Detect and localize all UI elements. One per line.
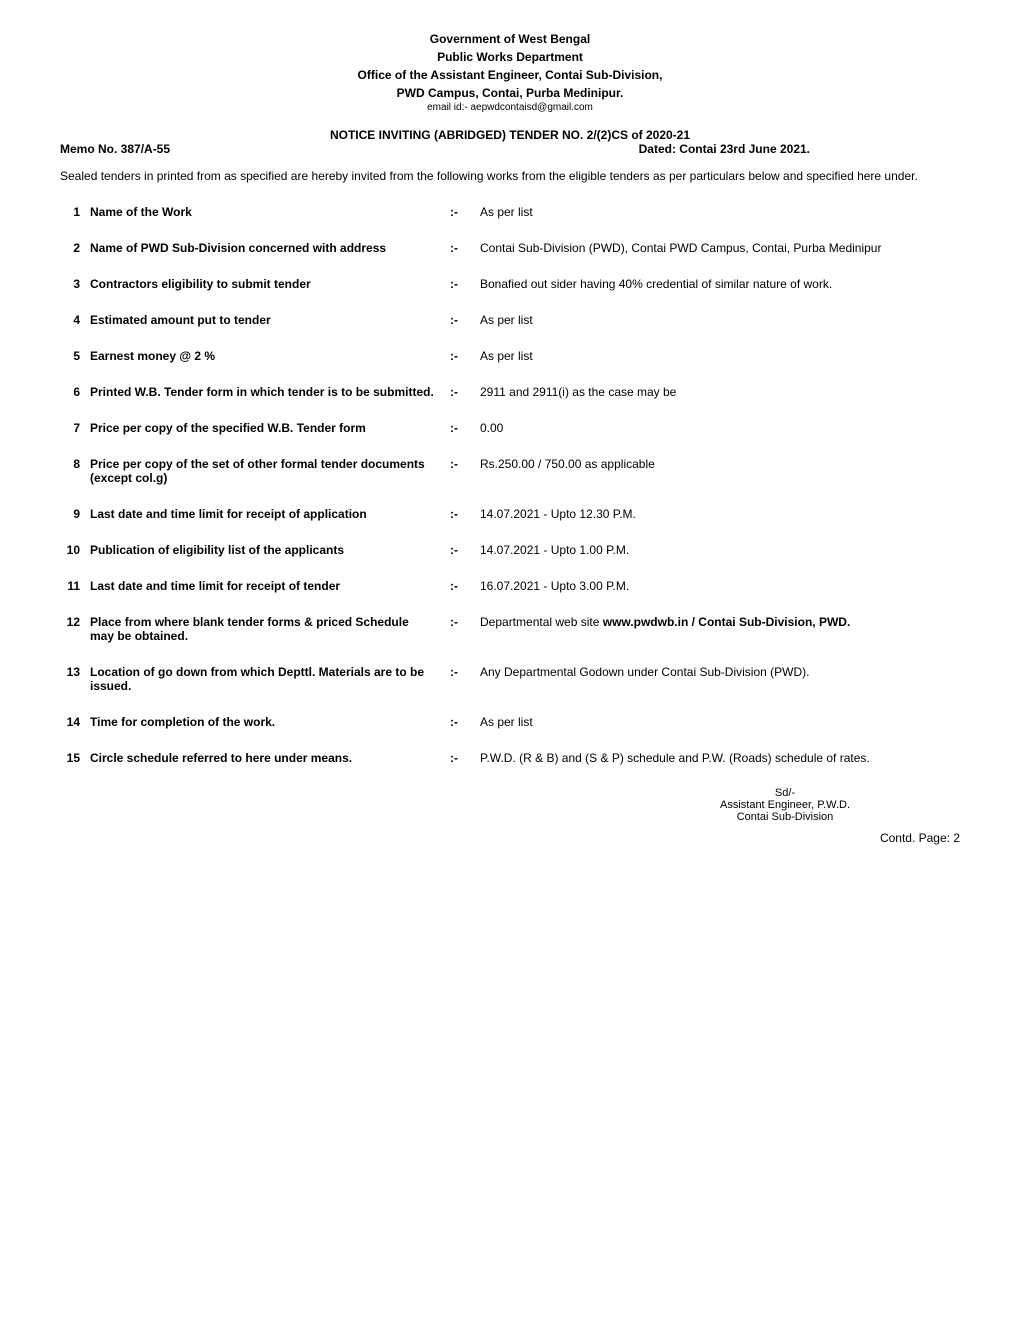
item-separator: :- <box>450 751 480 765</box>
page-footer: Contd. Page: 2 <box>60 831 960 845</box>
document-header: Government of West Bengal Public Works D… <box>60 30 960 113</box>
header-line-3: Office of the Assistant Engineer, Contai… <box>60 66 960 84</box>
item-separator: :- <box>450 665 480 679</box>
memo-row: Memo No. 387/A-55 Dated: Contai 23rd Jun… <box>60 142 960 156</box>
item-value: 14.07.2021 - Upto 1.00 P.M. <box>480 543 960 557</box>
tender-item-row: 5Earnest money @ 2 %:-As per list <box>60 349 960 363</box>
header-line-1: Government of West Bengal <box>60 30 960 48</box>
tender-item-row: 3Contractors eligibility to submit tende… <box>60 277 960 291</box>
item-number: 14 <box>60 715 90 729</box>
item-value: Bonafied out sider having 40% credential… <box>480 277 960 291</box>
item-separator: :- <box>450 615 480 629</box>
tender-item-row: 7Price per copy of the specified W.B. Te… <box>60 421 960 435</box>
item-number: 2 <box>60 241 90 255</box>
item-label: Time for completion of the work. <box>90 715 450 729</box>
item-label: Contractors eligibility to submit tender <box>90 277 450 291</box>
item-value: As per list <box>480 313 960 327</box>
item-value: 16.07.2021 - Upto 3.00 P.M. <box>480 579 960 593</box>
item-number: 1 <box>60 205 90 219</box>
item-number: 9 <box>60 507 90 521</box>
item-label: Circle schedule referred to here under m… <box>90 751 450 765</box>
item-separator: :- <box>450 349 480 363</box>
tender-items-list: 1Name of the Work:-As per list2Name of P… <box>60 205 960 765</box>
item-number: 13 <box>60 665 90 679</box>
item-value: As per list <box>480 349 960 363</box>
item-label: Name of the Work <box>90 205 450 219</box>
item-number: 7 <box>60 421 90 435</box>
item-value: P.W.D. (R & B) and (S & P) schedule and … <box>480 751 960 765</box>
tender-item-row: 13Location of go down from which Depttl.… <box>60 665 960 693</box>
tender-item-row: 6Printed W.B. Tender form in which tende… <box>60 385 960 399</box>
item-label: Last date and time limit for receipt of … <box>90 507 450 521</box>
intro-paragraph: Sealed tenders in printed from as specif… <box>60 168 960 185</box>
item-value: As per list <box>480 205 960 219</box>
item-label: Place from where blank tender forms & pr… <box>90 615 450 643</box>
tender-item-row: 1Name of the Work:-As per list <box>60 205 960 219</box>
item-number: 11 <box>60 579 90 593</box>
item-value: Rs.250.00 / 750.00 as applicable <box>480 457 960 471</box>
tender-item-row: 11Last date and time limit for receipt o… <box>60 579 960 593</box>
signature-title: Assistant Engineer, P.W.D. <box>610 799 960 811</box>
item-separator: :- <box>450 241 480 255</box>
signature-subdivision: Contai Sub-Division <box>610 811 960 823</box>
signature-sd: Sd/- <box>610 787 960 799</box>
item-separator: :- <box>450 421 480 435</box>
memo-number: Memo No. 387/A-55 <box>60 142 170 156</box>
item-number: 6 <box>60 385 90 399</box>
memo-date: Dated: Contai 23rd June 2021. <box>639 142 960 156</box>
tender-item-row: 14Time for completion of the work.:-As p… <box>60 715 960 729</box>
item-value: Any Departmental Godown under Contai Sub… <box>480 665 960 679</box>
item-label: Price per copy of the specified W.B. Ten… <box>90 421 450 435</box>
item-value: 2911 and 2911(i) as the case may be <box>480 385 960 399</box>
item-number: 15 <box>60 751 90 765</box>
item-label: Last date and time limit for receipt of … <box>90 579 450 593</box>
item-number: 8 <box>60 457 90 471</box>
item-separator: :- <box>450 205 480 219</box>
tender-item-row: 12Place from where blank tender forms & … <box>60 615 960 643</box>
item-label: Printed W.B. Tender form in which tender… <box>90 385 450 399</box>
header-email: email id:- aepwdcontaisd@gmail.com <box>60 102 960 113</box>
item-number: 10 <box>60 543 90 557</box>
item-number: 5 <box>60 349 90 363</box>
item-number: 12 <box>60 615 90 629</box>
tender-item-row: 9Last date and time limit for receipt of… <box>60 507 960 521</box>
header-line-2: Public Works Department <box>60 48 960 66</box>
header-line-4: PWD Campus, Contai, Purba Medinipur. <box>60 84 960 102</box>
tender-item-row: 2Name of PWD Sub-Division concerned with… <box>60 241 960 255</box>
item-separator: :- <box>450 543 480 557</box>
tender-item-row: 8Price per copy of the set of other form… <box>60 457 960 485</box>
item-label: Publication of eligibility list of the a… <box>90 543 450 557</box>
item-value: Departmental web site www.pwdwb.in / Con… <box>480 615 960 629</box>
notice-title: NOTICE INVITING (ABRIDGED) TENDER NO. 2/… <box>60 128 960 142</box>
item-label: Price per copy of the set of other forma… <box>90 457 450 485</box>
tender-item-row: 10Publication of eligibility list of the… <box>60 543 960 557</box>
item-separator: :- <box>450 457 480 471</box>
item-separator: :- <box>450 385 480 399</box>
tender-item-row: 15Circle schedule referred to here under… <box>60 751 960 765</box>
item-separator: :- <box>450 313 480 327</box>
signature-block: Sd/- Assistant Engineer, P.W.D. Contai S… <box>610 787 960 823</box>
item-value: 0.00 <box>480 421 960 435</box>
item-separator: :- <box>450 277 480 291</box>
item-separator: :- <box>450 715 480 729</box>
item-label: Location of go down from which Depttl. M… <box>90 665 450 693</box>
item-separator: :- <box>450 579 480 593</box>
item-value: As per list <box>480 715 960 729</box>
tender-item-row: 4Estimated amount put to tender:-As per … <box>60 313 960 327</box>
item-label: Estimated amount put to tender <box>90 313 450 327</box>
item-number: 3 <box>60 277 90 291</box>
item-label: Name of PWD Sub-Division concerned with … <box>90 241 450 255</box>
item-value: Contai Sub-Division (PWD), Contai PWD Ca… <box>480 241 960 255</box>
item-label: Earnest money @ 2 % <box>90 349 450 363</box>
item-number: 4 <box>60 313 90 327</box>
item-value: 14.07.2021 - Upto 12.30 P.M. <box>480 507 960 521</box>
item-separator: :- <box>450 507 480 521</box>
